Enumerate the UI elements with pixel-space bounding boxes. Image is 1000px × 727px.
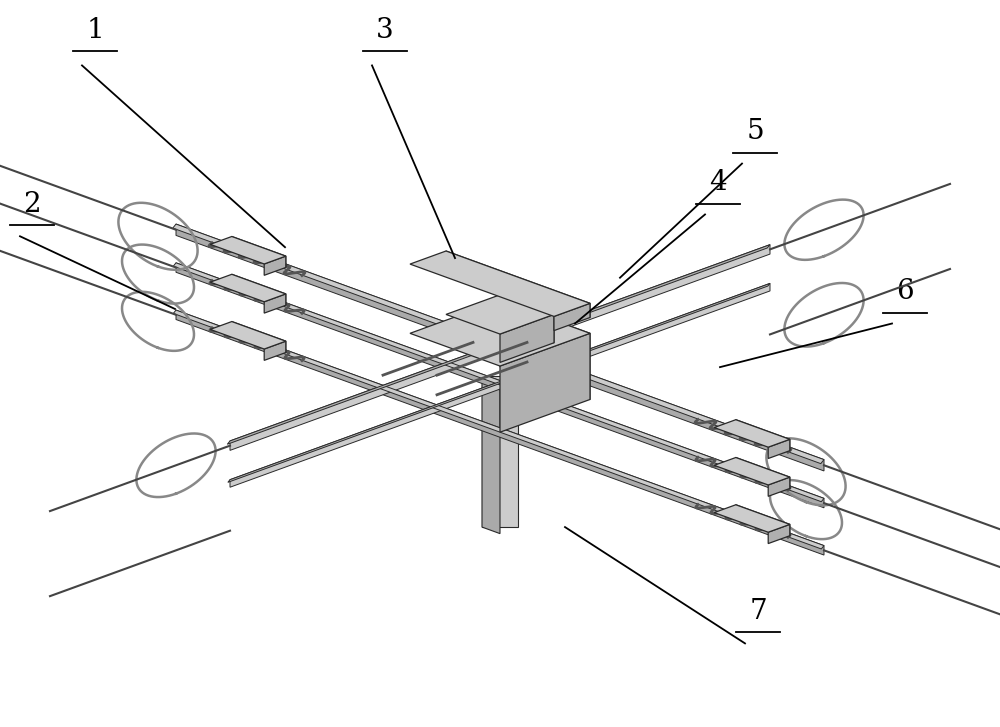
Polygon shape [210, 236, 286, 264]
Polygon shape [714, 419, 790, 447]
Polygon shape [736, 457, 790, 489]
Polygon shape [173, 310, 824, 549]
Polygon shape [768, 477, 790, 497]
Polygon shape [736, 419, 790, 451]
Polygon shape [230, 284, 770, 487]
Polygon shape [768, 524, 790, 544]
Polygon shape [264, 294, 286, 313]
Polygon shape [500, 314, 554, 363]
Polygon shape [482, 376, 500, 534]
Polygon shape [500, 301, 590, 400]
Polygon shape [176, 263, 824, 507]
Text: 7: 7 [749, 598, 767, 625]
Polygon shape [714, 505, 790, 532]
Polygon shape [232, 236, 286, 268]
Text: 6: 6 [896, 278, 914, 305]
Text: 4: 4 [709, 169, 727, 196]
Polygon shape [173, 224, 824, 464]
Polygon shape [173, 263, 824, 502]
Polygon shape [446, 295, 554, 334]
Polygon shape [210, 274, 286, 302]
Text: 3: 3 [376, 17, 394, 44]
Polygon shape [768, 439, 790, 459]
Polygon shape [264, 341, 286, 361]
Polygon shape [227, 244, 770, 444]
Polygon shape [264, 256, 286, 276]
Polygon shape [230, 244, 770, 451]
Polygon shape [446, 251, 590, 318]
Polygon shape [554, 303, 590, 331]
Text: 2: 2 [23, 191, 41, 218]
Polygon shape [176, 224, 824, 471]
Polygon shape [176, 310, 824, 555]
Polygon shape [232, 321, 286, 353]
Polygon shape [500, 295, 554, 343]
Text: 1: 1 [86, 17, 104, 44]
Polygon shape [232, 274, 286, 305]
Polygon shape [736, 505, 790, 536]
Polygon shape [410, 301, 590, 366]
Polygon shape [410, 251, 590, 316]
Polygon shape [228, 284, 770, 482]
Polygon shape [482, 376, 518, 527]
Polygon shape [500, 333, 590, 432]
Polygon shape [210, 321, 286, 349]
Text: 5: 5 [746, 119, 764, 145]
Polygon shape [714, 457, 790, 485]
